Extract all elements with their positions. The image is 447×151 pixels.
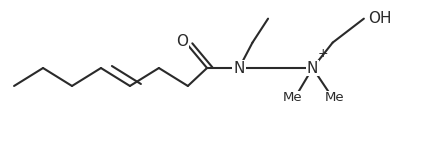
Text: OH: OH xyxy=(368,11,392,26)
Text: Me: Me xyxy=(283,92,302,104)
Text: N: N xyxy=(233,61,245,76)
Text: Me: Me xyxy=(325,92,345,104)
Text: N: N xyxy=(307,61,318,76)
Text: +: + xyxy=(318,47,329,59)
Text: O: O xyxy=(177,34,189,49)
